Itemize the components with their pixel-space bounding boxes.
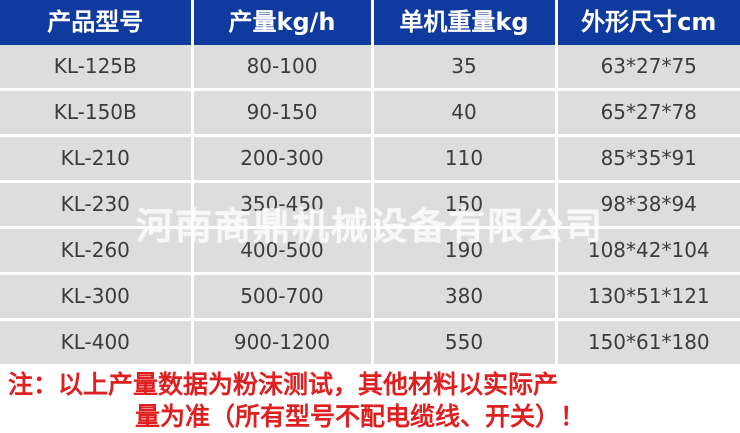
cell-capacity: 350-450 — [192, 181, 374, 229]
footer-note-line-2: 量为准（所有型号不配电缆线、开关）！ — [134, 402, 585, 431]
footer-note: 注：以上产量数据为粉沫测试，其他材料以实际产 量为准（所有型号不配电缆线、开关）… — [0, 369, 740, 433]
cell-dimensions: 85*35*91 — [556, 135, 740, 183]
table-body: KL-125B 80-100 35 63*27*75 KL-150B 90-15… — [0, 45, 740, 364]
cell-capacity: 80-100 — [192, 45, 374, 91]
cell-dimensions: 65*27*78 — [556, 89, 740, 137]
column-header-weight: 单机重量kg — [372, 0, 558, 45]
cell-weight: 380 — [372, 273, 558, 321]
cell-weight: 35 — [372, 45, 558, 91]
cell-capacity: 400-500 — [192, 227, 374, 275]
cell-weight: 190 — [372, 227, 558, 275]
cell-dimensions: 98*38*94 — [556, 181, 740, 229]
table-row: KL-125B 80-100 35 63*27*75 — [0, 45, 740, 91]
footer-note-line-1: 注：以上产量数据为粉沫测试，其他材料以实际产 — [8, 370, 559, 399]
table-row: KL-150B 90-150 40 65*27*78 — [0, 89, 740, 137]
table-header: 产品型号 产量kg/h 单机重量kg 外形尺寸cm — [0, 0, 740, 45]
cell-capacity: 500-700 — [192, 273, 374, 321]
cell-dimensions: 63*27*75 — [556, 45, 740, 91]
table-header-row: 产品型号 产量kg/h 单机重量kg 外形尺寸cm — [0, 0, 740, 45]
specification-table: 产品型号 产量kg/h 单机重量kg 外形尺寸cm KL-125B 80-100… — [0, 0, 740, 364]
cell-model: KL-210 — [0, 135, 194, 183]
cell-model: KL-400 — [0, 319, 194, 364]
cell-capacity: 900-1200 — [192, 319, 374, 364]
cell-weight: 550 — [372, 319, 558, 364]
cell-capacity: 90-150 — [192, 89, 374, 137]
cell-weight: 40 — [372, 89, 558, 137]
cell-model: KL-300 — [0, 273, 194, 321]
cell-model: KL-260 — [0, 227, 194, 275]
cell-dimensions: 108*42*104 — [556, 227, 740, 275]
cell-model: KL-230 — [0, 181, 194, 229]
table-row: KL-260 400-500 190 108*42*104 — [0, 227, 740, 275]
column-header-model: 产品型号 — [0, 0, 194, 45]
cell-model: KL-150B — [0, 89, 194, 137]
cell-dimensions: 130*51*121 — [556, 273, 740, 321]
cell-model: KL-125B — [0, 45, 194, 91]
table-row: KL-300 500-700 380 130*51*121 — [0, 273, 740, 321]
column-header-dimensions: 外形尺寸cm — [556, 0, 740, 45]
cell-capacity: 200-300 — [192, 135, 374, 183]
cell-weight: 110 — [372, 135, 558, 183]
cell-weight: 150 — [372, 181, 558, 229]
table-row: KL-210 200-300 110 85*35*91 — [0, 135, 740, 183]
table-row: KL-400 900-1200 550 150*61*180 — [0, 319, 740, 364]
table-row: KL-230 350-450 150 98*38*94 — [0, 181, 740, 229]
column-header-capacity: 产量kg/h — [192, 0, 374, 45]
cell-dimensions: 150*61*180 — [556, 319, 740, 364]
